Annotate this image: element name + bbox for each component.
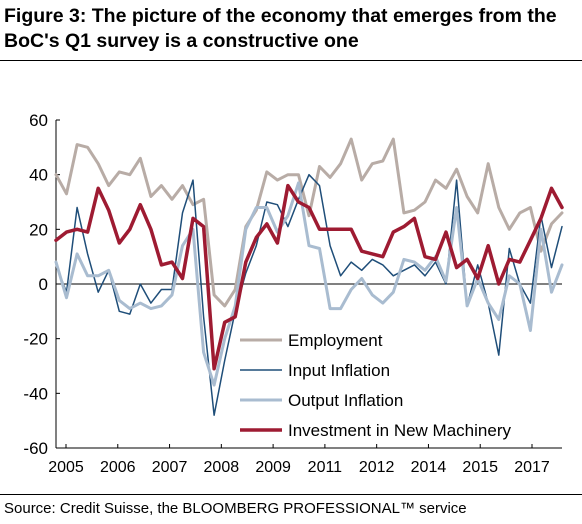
x-tick-label: 2015 (462, 459, 498, 476)
series-line-investment-in-new-machinery (54, 183, 564, 371)
line-chart: -60 -40 -20 0 20 40 60 2005 2006 2007 2008 2009 2011… (23, 111, 564, 476)
chart-legend: Employment Input Inflation Output Inflatio… (240, 331, 511, 440)
chart-series (54, 137, 564, 416)
source-note: Source: Credit Suisse, the BLOOMBERG PRO… (4, 500, 467, 517)
chart-axes: -60 -40 -20 0 20 40 60 2005 2006 2007 2008 2009 2011… (23, 111, 562, 476)
figure-title: Figure 3: The picture of the economy tha… (4, 5, 557, 52)
legend-label: Employment (288, 331, 383, 350)
legend-label: Output Inflation (288, 391, 403, 410)
y-tick-label: 20 (29, 220, 48, 239)
x-tick-label: 2005 (48, 459, 84, 476)
legend-label: Investment in New Machinery (288, 421, 511, 440)
y-tick-label: -20 (23, 330, 48, 349)
y-tick-label: 0 (39, 275, 48, 294)
y-tick-label: -60 (23, 439, 48, 458)
x-tick-label: 2006 (100, 459, 136, 476)
x-tick-label: 2007 (152, 459, 188, 476)
y-tick-label: -40 (23, 384, 48, 403)
y-tick-label: 40 (29, 166, 48, 185)
y-tick-label: 60 (29, 111, 48, 130)
x-tick-label: 2012 (359, 459, 395, 476)
x-tick-label: 2009 (255, 459, 291, 476)
source-rule (0, 494, 582, 495)
x-tick-label: 2017 (514, 459, 550, 476)
legend-label: Input Inflation (288, 361, 390, 380)
series-line-employment (54, 137, 564, 308)
x-tick-label: 2014 (411, 459, 447, 476)
series-line-input-inflation (55, 173, 563, 416)
title-underline (0, 60, 582, 61)
x-tick-label: 2011 (308, 459, 343, 476)
x-tick-label: 2008 (204, 459, 240, 476)
